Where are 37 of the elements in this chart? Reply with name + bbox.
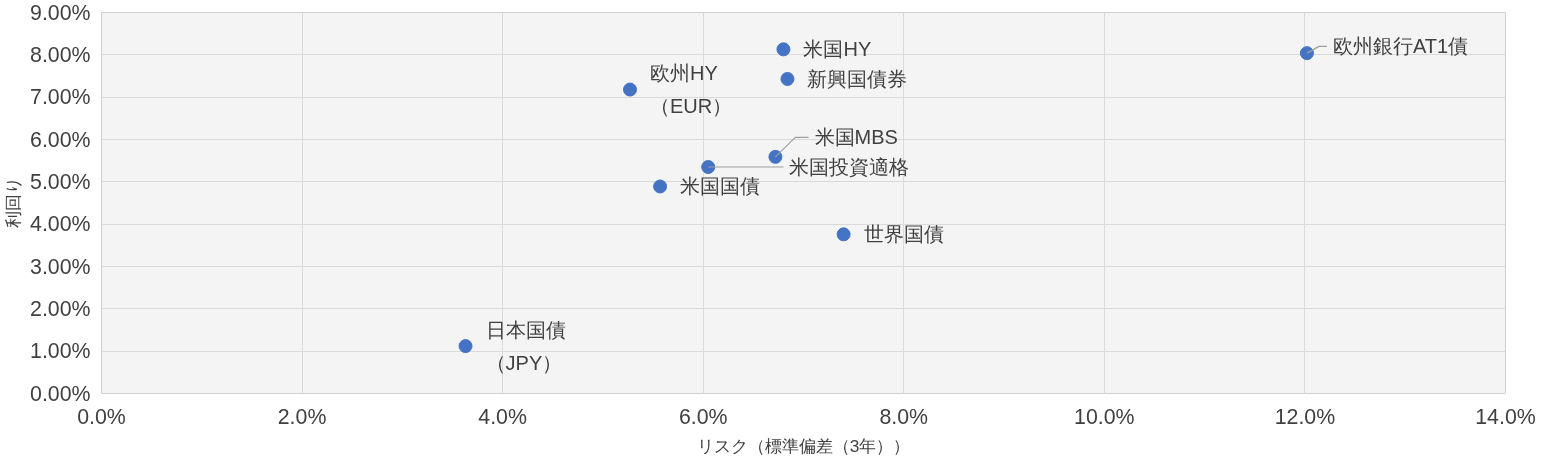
point: [653, 179, 668, 194]
y-tick-label: 3.00%: [30, 254, 91, 279]
x-axis-title: リスク（標準偏差（3年））: [696, 435, 911, 456]
y-tick-label: 6.00%: [30, 127, 91, 152]
annotation: 世界国債: [863, 223, 944, 246]
x-tick-label: 6.0%: [678, 404, 728, 429]
y-tick-label: 7.00%: [30, 85, 91, 110]
y-tick-label: 2.00%: [30, 296, 91, 321]
y-tick-label: 9.00%: [30, 0, 91, 25]
point: [780, 71, 795, 86]
point: [458, 339, 473, 354]
annotation: 米国投資適格: [789, 156, 910, 179]
annotation: 欧州銀行AT1債: [1332, 35, 1469, 58]
annotation: 新興国債券: [807, 67, 908, 90]
y-tick-label: 1.00%: [30, 339, 91, 364]
x-tick-label: 4.0%: [478, 404, 527, 429]
x-tick-label: 8.0%: [879, 404, 929, 429]
y-tick-label: 5.00%: [30, 169, 91, 194]
point: [1299, 46, 1314, 61]
x-tick-label: 14.0%: [1475, 404, 1536, 429]
annotation: 日本国債（JPY）: [485, 318, 566, 374]
annotation: 米国HY: [803, 38, 872, 61]
y-tick-label: 0.00%: [30, 381, 91, 406]
y-axis-title: 利回り: [3, 177, 24, 229]
annotation: 米国MBS: [814, 126, 898, 149]
x-tick-label: 12.0%: [1274, 404, 1336, 429]
y-tick-label: 8.00%: [30, 42, 91, 67]
x-tick-label: 0.0%: [77, 404, 126, 429]
point: [623, 82, 638, 97]
point: [836, 227, 851, 242]
y-tick-label: 4.00%: [30, 212, 91, 237]
point: [768, 149, 783, 164]
x-tick-label: 2.0%: [277, 404, 327, 429]
point: [776, 42, 791, 57]
x-tick-label: 10.0%: [1074, 404, 1135, 429]
annotation: 米国国債: [680, 175, 761, 198]
annotation: 欧州HY（EUR）: [650, 62, 733, 118]
